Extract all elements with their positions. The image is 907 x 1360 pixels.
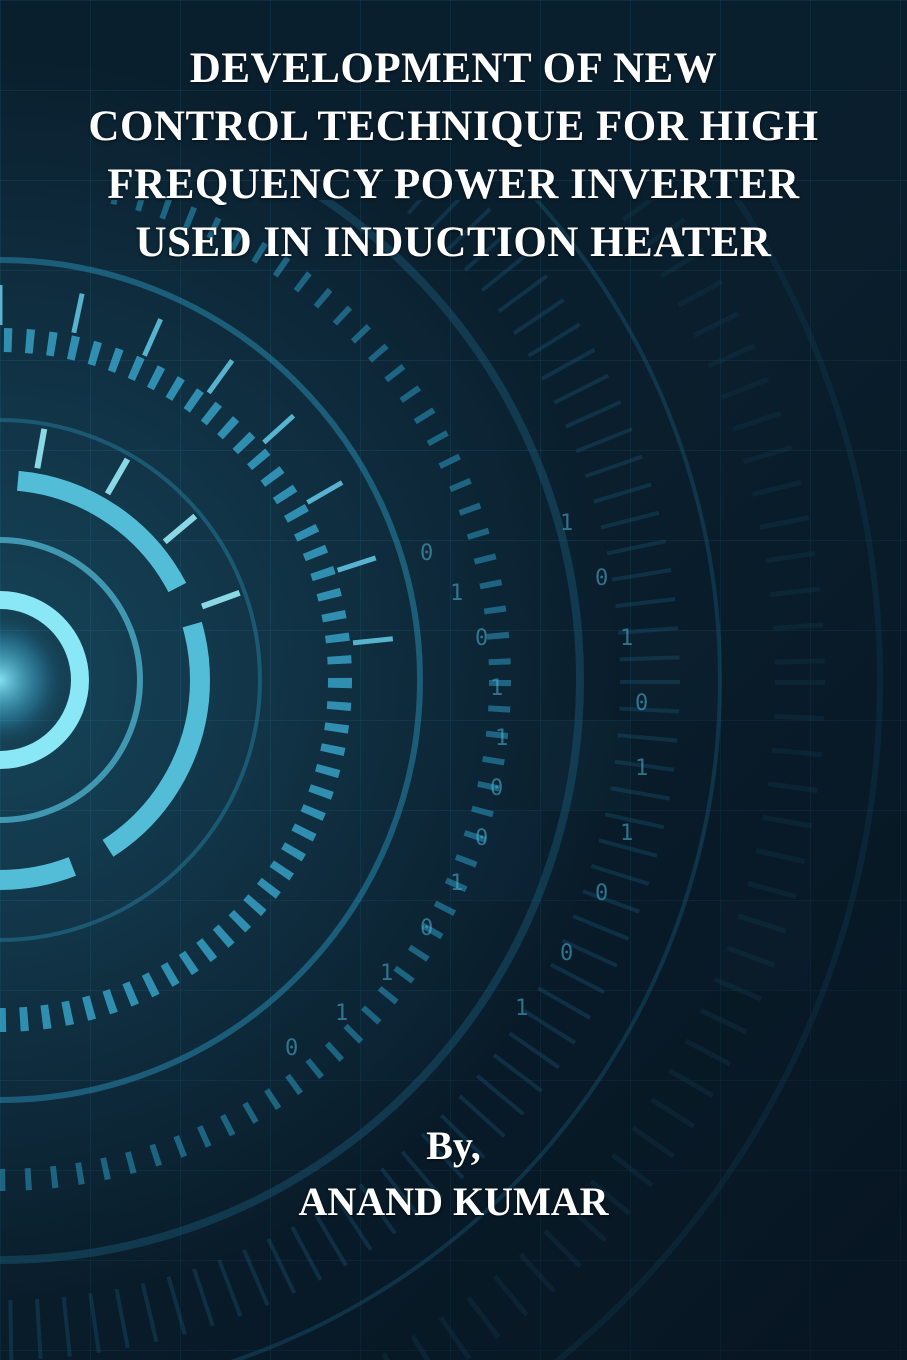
title-line: DEVELOPMENT OF NEW [30,40,877,98]
title-line: USED IN INDUCTION HEATER [30,214,877,272]
book-cover: 010 110 010 110 101 011 001 010 DEVELOPM… [0,0,907,1360]
cover-title: DEVELOPMENT OF NEW CONTROL TECHNIQUE FOR… [0,40,907,272]
author-name: ANAND KUMAR [0,1174,907,1230]
byline-prefix: By, [0,1118,907,1174]
title-line: FREQUENCY POWER INVERTER [30,156,877,214]
author-block: By, ANAND KUMAR [0,1118,907,1230]
title-line: CONTROL TECHNIQUE FOR HIGH [30,98,877,156]
